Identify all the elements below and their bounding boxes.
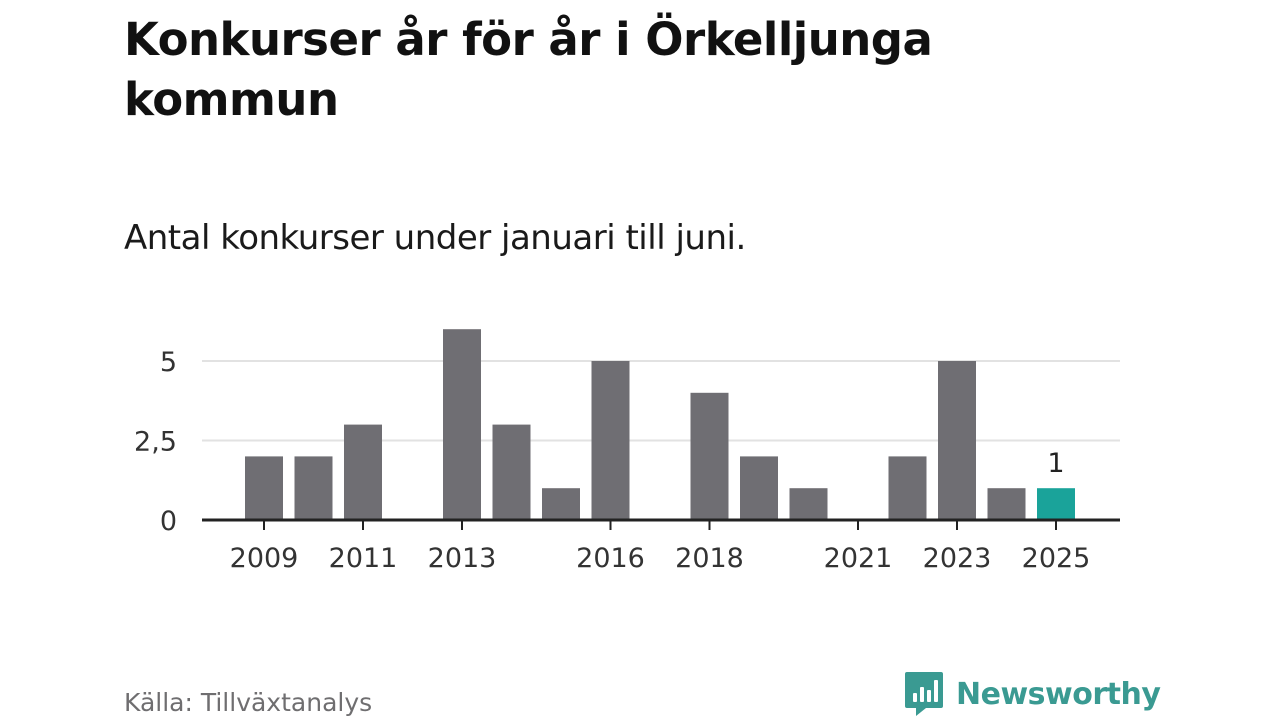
- y-tick-label: 5: [160, 347, 177, 378]
- bar-2025: [1037, 488, 1075, 520]
- bar-2009: [245, 456, 283, 520]
- axis-labels: 0 2,5 5 2009 2011 2013 2016 2018 2021 2023 2025 1: [134, 347, 1090, 574]
- x-tick-label: 2013: [428, 543, 497, 574]
- bar-2022: [888, 456, 927, 520]
- bar-2013: [443, 329, 481, 520]
- bar-2011: [344, 424, 382, 520]
- y-tick-label: 2,5: [134, 427, 177, 458]
- x-tick-label: 2016: [576, 543, 645, 574]
- data-label: 1: [1047, 448, 1064, 479]
- x-tick-label: 2021: [824, 543, 893, 574]
- bar-2024: [987, 488, 1026, 520]
- bar-2010: [294, 456, 333, 520]
- source-note: Källa: Tillväxtanalys: [124, 688, 373, 717]
- bar-2014: [492, 424, 531, 520]
- x-tick-label: 2011: [329, 543, 398, 574]
- y-tick-label: 0: [160, 506, 177, 537]
- x-tick-label: 2009: [230, 543, 299, 574]
- newsworthy-logo-icon: [905, 672, 943, 716]
- chart-subtitle: Antal konkurser under januari till juni.: [124, 218, 746, 258]
- newsworthy-logo: Newsworthy: [904, 671, 1161, 717]
- bar-chart: 0 2,5 5 2009 2011 2013 2016 2018 2021 2023 2025 1: [134, 329, 1120, 574]
- grid-lines: [202, 360, 1120, 442]
- chart-title: Konkurser år för år i Örkelljunga kommun: [124, 13, 933, 126]
- x-tick-label: 2018: [675, 543, 744, 574]
- bar-2023: [938, 361, 976, 520]
- bar-2018: [690, 392, 729, 520]
- x-tick-label: 2025: [1022, 543, 1091, 574]
- bars: [245, 329, 1075, 520]
- x-tick-label: 2023: [923, 543, 992, 574]
- bar-2020: [789, 488, 828, 520]
- bar-2019: [740, 456, 778, 520]
- x-axis: [202, 518, 1120, 530]
- newsworthy-logo-text: Newsworthy: [956, 676, 1161, 712]
- bar-2015: [542, 488, 580, 520]
- bar-2016: [591, 361, 630, 520]
